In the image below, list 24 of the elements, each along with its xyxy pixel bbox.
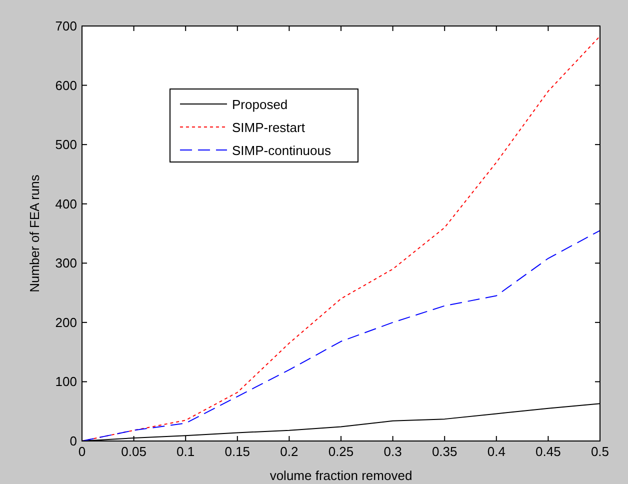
legend-label: SIMP-restart (232, 120, 306, 135)
x-tick-label: 0.15 (224, 444, 250, 459)
x-axis-title: volume fraction removed (270, 468, 412, 483)
x-tick-label: 0.05 (121, 444, 146, 459)
y-tick-label: 300 (55, 256, 77, 271)
x-tick-label: 0.4 (487, 444, 506, 459)
y-tick-label: 100 (55, 374, 77, 390)
y-tick-label: 600 (55, 78, 77, 93)
y-tick-label: 0 (70, 434, 77, 448)
x-tick-label: 0.5 (590, 444, 610, 459)
x-tick-label: 0.3 (384, 444, 402, 459)
y-tick-label: 400 (55, 196, 77, 212)
line-series (82, 230, 600, 442)
legend-label: Proposed (232, 97, 288, 112)
x-tick-label: 0.2 (280, 444, 298, 459)
legend-label: SIMP-continuous (232, 143, 332, 158)
x-tick-label: 0.1 (176, 444, 195, 459)
x-tick-label: 0.45 (536, 444, 561, 459)
y-tick-label: 200 (55, 314, 77, 330)
y-tick-label: 500 (55, 137, 77, 152)
x-tick-label: 0.35 (432, 444, 458, 459)
y-tick-label: 700 (55, 18, 77, 34)
y-axis-title: Number of FEA runs (27, 174, 42, 292)
x-tick-label: 0.25 (328, 444, 354, 459)
